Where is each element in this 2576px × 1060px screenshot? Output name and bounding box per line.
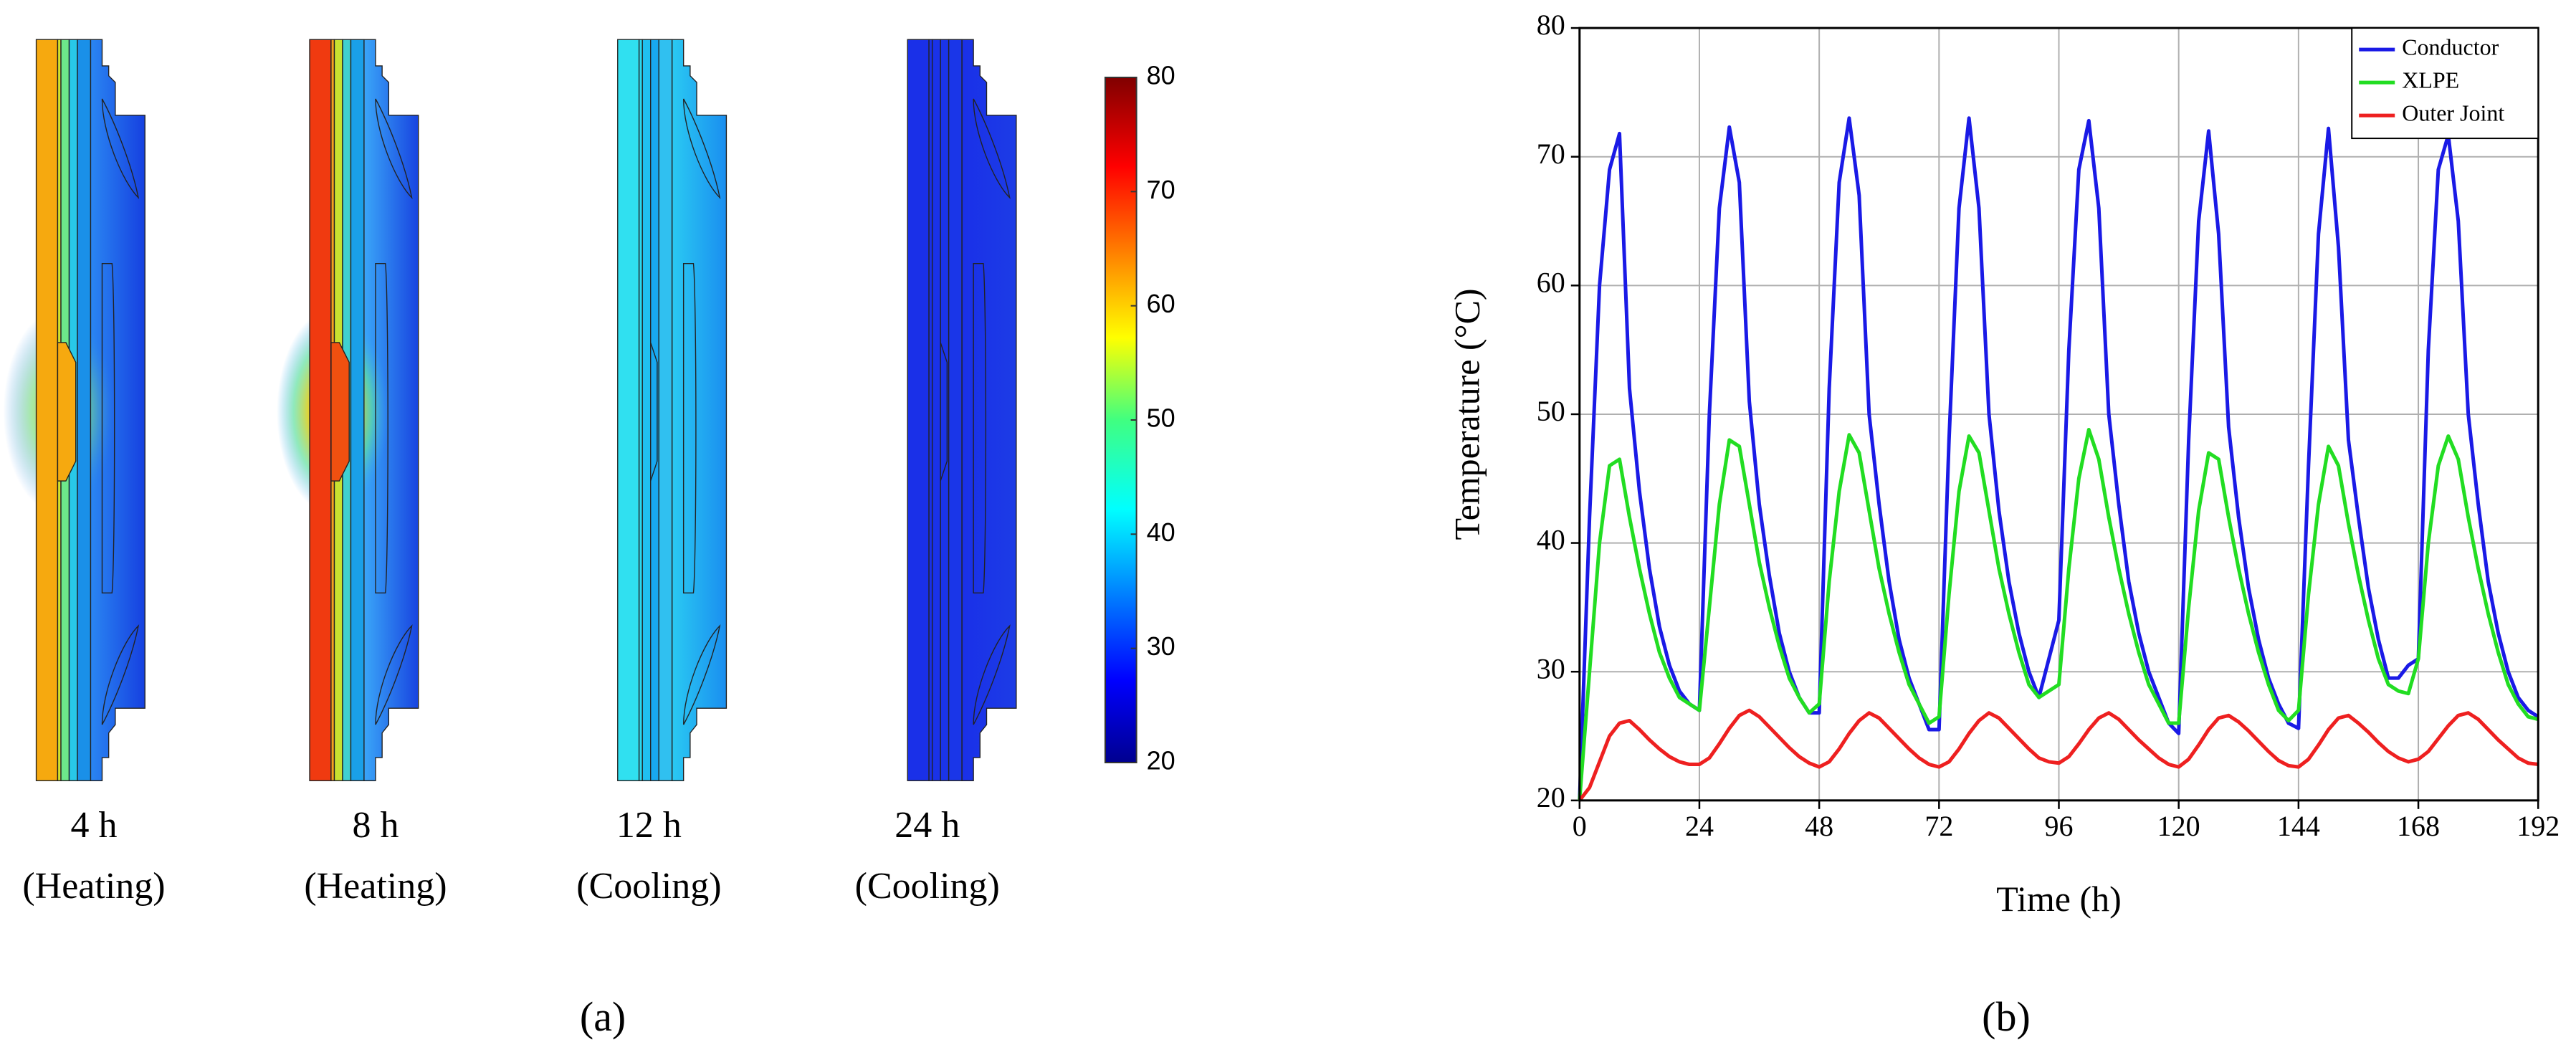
phase-label: (Cooling)	[576, 866, 721, 907]
colorbar-tick-label: 20	[1147, 745, 1175, 775]
field-profile	[907, 39, 1017, 781]
layer-strip	[77, 39, 92, 781]
time-label: 8 h	[352, 805, 399, 846]
y-tick-label: 30	[1537, 652, 1565, 684]
layer-strip	[350, 39, 365, 781]
connector	[330, 342, 350, 482]
x-tick-label: 168	[2397, 810, 2440, 842]
panel-b: 20 30 40 50 60 70 80 0 24 48 72 96 120 144 168 192 Condu…	[1447, 9, 2560, 1040]
colorbar-tick-label: 40	[1147, 517, 1175, 547]
y-tick-label: 40	[1537, 524, 1565, 556]
interface-outline	[973, 262, 987, 593]
connector	[650, 342, 658, 482]
phase-label: (Heating)	[304, 866, 447, 907]
profile-body	[363, 39, 419, 781]
y-tick-label: 60	[1537, 266, 1565, 298]
y-tick-label: 20	[1537, 781, 1565, 813]
x-tick-label: 192	[2517, 810, 2560, 842]
time-label: 12 h	[616, 805, 682, 846]
plot-frame	[1578, 27, 2539, 802]
series-line	[1578, 708, 2539, 802]
panel-label: (b)	[1982, 993, 2031, 1040]
x-tick-label: 48	[1805, 810, 1833, 842]
layer-strip	[641, 39, 652, 781]
panel-label: (a)	[580, 993, 626, 1040]
legend-label: Outer Joint	[2402, 100, 2504, 125]
x-tick-label: 24	[1685, 810, 1714, 842]
colorbar-tick-label: 50	[1147, 404, 1175, 433]
interface-outline	[375, 624, 413, 725]
profile-body	[961, 39, 1017, 781]
colorbar-tick-label: 30	[1147, 631, 1175, 661]
colorbar-tick-label: 80	[1147, 61, 1175, 90]
interface-outline	[375, 98, 413, 199]
interface-outline	[101, 98, 140, 199]
series-line	[1578, 428, 2539, 801]
x-tick-label: 96	[2045, 810, 2074, 842]
interface-outline	[101, 262, 115, 593]
colorbar-tick-label: 70	[1147, 175, 1175, 204]
layer-strip	[658, 39, 673, 781]
x-tick-label: 72	[1924, 810, 1953, 842]
profile-body	[671, 39, 728, 781]
x-tick-label: 0	[1573, 810, 1587, 842]
phase-label: (Heating)	[22, 866, 165, 907]
layer-strip	[907, 39, 930, 781]
field-profile	[277, 39, 419, 781]
interface-outline	[973, 624, 1011, 725]
interface-outline	[682, 98, 721, 199]
x-tick-label: 144	[2277, 810, 2320, 842]
layer-strip	[931, 39, 941, 781]
layer-strip	[948, 39, 963, 781]
colorbar-tick-label: 60	[1147, 289, 1175, 318]
y-tick-label: 80	[1537, 9, 1565, 41]
time-label: 24 h	[895, 805, 960, 846]
time-label: 4 h	[70, 805, 117, 846]
legend-label: XLPE	[2402, 67, 2459, 92]
interface-outline	[375, 262, 388, 593]
y-tick-label: 70	[1537, 138, 1565, 170]
connector	[57, 342, 77, 482]
layer-strip	[928, 39, 933, 781]
legend-label: Conductor	[2402, 34, 2499, 59]
interface-outline	[682, 262, 697, 593]
profile-body	[90, 39, 146, 781]
x-tick-label: 120	[2157, 810, 2200, 842]
interface-outline	[682, 624, 721, 725]
phase-label: (Cooling)	[855, 866, 1000, 907]
layer-strip	[617, 39, 640, 781]
interface-outline	[973, 98, 1011, 199]
field-profile	[617, 39, 728, 781]
interface-outline	[101, 624, 140, 725]
layer-strip	[309, 39, 332, 781]
field-profile	[3, 39, 146, 781]
series-line	[1578, 116, 2539, 801]
y-tick-label: 50	[1537, 395, 1565, 427]
panel-a: 4 h (Heating) 8 h (Heating) 12 h (Cooling) 24 …	[3, 39, 1175, 1040]
layer-strip	[35, 39, 59, 781]
y-axis-label: Temperature (°C)	[1447, 288, 1487, 540]
connector	[940, 342, 948, 482]
x-axis-label: Time (h)	[1996, 879, 2122, 919]
